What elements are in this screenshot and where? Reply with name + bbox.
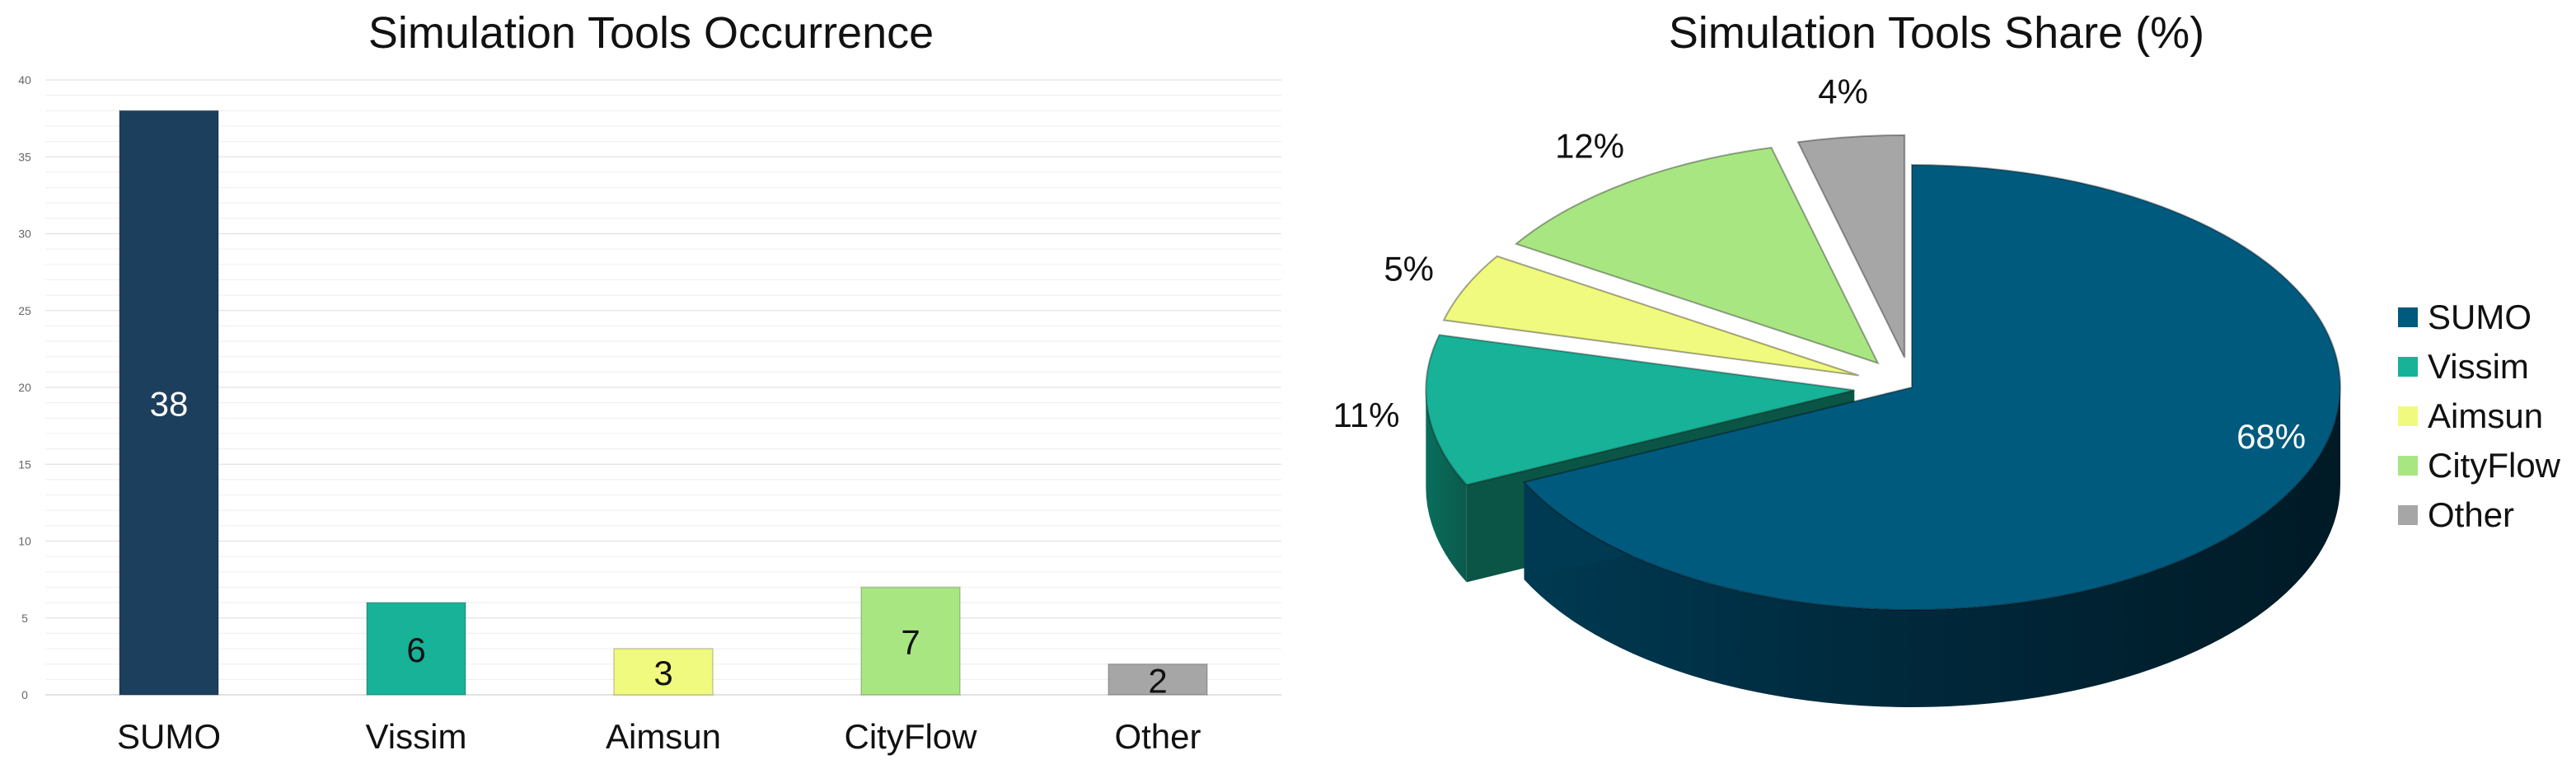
pie-slice-other	[1796, 134, 1906, 359]
pie-legend: SUMO Vissim Aimsun CityFlow Other	[2398, 298, 2561, 534]
pie-slice-cityflow	[1514, 146, 1880, 365]
pie-data-label: 68%	[2236, 417, 2306, 456]
pie-data-label: 11%	[1332, 396, 1399, 434]
pie-slice-aimsun	[1442, 255, 1860, 377]
pie-data-label: 5%	[1384, 249, 1434, 288]
y-tick-label: 25	[18, 304, 31, 317]
bar-data-label: 2	[1148, 661, 1167, 700]
legend-swatch-aimsun	[2398, 406, 2418, 426]
bar-aimsun	[613, 648, 714, 696]
y-tick-label: 15	[18, 457, 31, 471]
x-tick-label: Aimsun	[606, 717, 721, 756]
bar-cityflow	[860, 586, 961, 696]
bar-data-labels: 38 6 3 7 2	[150, 385, 1168, 701]
y-tick-label: 10	[18, 535, 31, 548]
bar-sumo	[119, 110, 219, 696]
legend-swatch-sumo	[2398, 307, 2418, 327]
bar-x-axis: SUMO Vissim Aimsun CityFlow Other	[117, 717, 1201, 756]
bar-data-label: 38	[150, 385, 189, 424]
pie-side-vissim	[1426, 390, 1467, 583]
pie-slice-vissim	[1425, 334, 1855, 486]
legend-label-aimsun: Aimsun	[2428, 396, 2543, 435]
pie-data-labels: 68% 11% 5% 12% 4%	[1332, 73, 2306, 457]
pie-data-label: 4%	[1818, 73, 1868, 111]
pie-side-sumo	[1524, 387, 2340, 707]
bar-vissim	[366, 602, 466, 696]
legend-swatch-other	[2398, 505, 2418, 525]
x-tick-label: Vissim	[366, 717, 467, 756]
bar-data-label: 6	[406, 631, 425, 669]
bar-data-label: 3	[653, 654, 672, 692]
bar-y-axis: 0 5 10 15 20 25 30 35 40	[18, 73, 31, 701]
legend-label-cityflow: CityFlow	[2428, 446, 2561, 485]
y-tick-label: 20	[18, 381, 31, 394]
bar-data-label: 7	[901, 623, 920, 662]
pie-slice-sumo	[1522, 163, 2341, 611]
pie-chart: Simulation Tools Share (%) 68% 11% 5% 12% 4%…	[1332, 8, 2561, 707]
pie-data-label: 12%	[1555, 127, 1624, 166]
x-tick-label: CityFlow	[844, 717, 977, 756]
bar-chart: Simulation Tools Occurrence 051015202530…	[18, 8, 1281, 756]
y-tick-label: 30	[18, 227, 31, 241]
legend-label-sumo: SUMO	[2428, 298, 2532, 336]
legend-swatch-vissim	[2398, 357, 2418, 377]
y-tick-label: 5	[21, 612, 28, 625]
pie-series	[1425, 134, 2341, 707]
y-tick-label: 0	[21, 688, 28, 701]
x-tick-label: Other	[1114, 717, 1201, 756]
bar-chart-title: Simulation Tools Occurrence	[368, 8, 934, 58]
legend-swatch-cityflow	[2398, 456, 2418, 476]
pie-chart-title: Simulation Tools Share (%)	[1669, 8, 2204, 58]
y-tick-label: 40	[18, 73, 31, 87]
legend-label-other: Other	[2428, 495, 2514, 534]
bar-series	[119, 110, 1208, 696]
x-tick-label: SUMO	[117, 717, 221, 756]
bar-grid	[45, 79, 1281, 696]
legend-label-vissim: Vissim	[2428, 347, 2529, 386]
y-tick-label: 35	[18, 150, 31, 163]
bar-other	[1108, 663, 1208, 696]
